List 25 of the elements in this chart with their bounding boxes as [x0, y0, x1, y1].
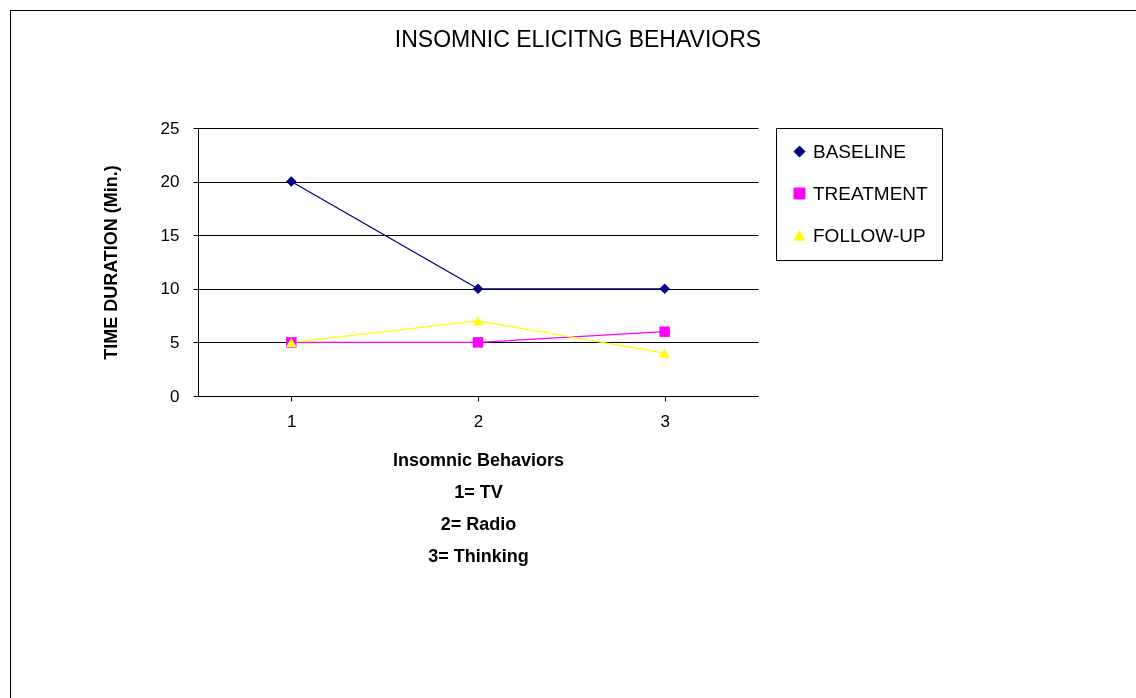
point [472, 316, 484, 326]
point [659, 348, 670, 358]
x-tick-label: 2 [473, 411, 484, 431]
legend-label: BASELINE [813, 140, 906, 162]
legend-label: FOLLOW-UP [813, 224, 926, 246]
y-tick-label: 20 [160, 172, 180, 192]
text: 2= Radio [440, 513, 517, 534]
x-tick-label: 3 [660, 411, 670, 431]
point [472, 337, 484, 348]
point [659, 283, 670, 295]
y-tick-label: 10 [160, 279, 180, 299]
x-tick-label: 1 [287, 411, 297, 431]
y-axis-title: TIME DURATION (Min.) [100, 165, 121, 360]
chart-title: INSOMNIC ELICITNG BEHAVIORS [394, 26, 762, 52]
text: 1= TV [454, 481, 503, 502]
x-axis-title: Insomnic Behaviors [392, 449, 565, 470]
legend-label: TREATMENT [813, 182, 929, 204]
point [472, 283, 484, 295]
y-tick-label: 0 [170, 386, 180, 406]
text: 3= Thinking [428, 545, 529, 566]
point [286, 176, 297, 187]
y-tick-label: 15 [160, 225, 180, 245]
y-tick-label: 25 [160, 118, 180, 138]
point [659, 326, 670, 337]
y-tick-label: 5 [170, 332, 180, 352]
